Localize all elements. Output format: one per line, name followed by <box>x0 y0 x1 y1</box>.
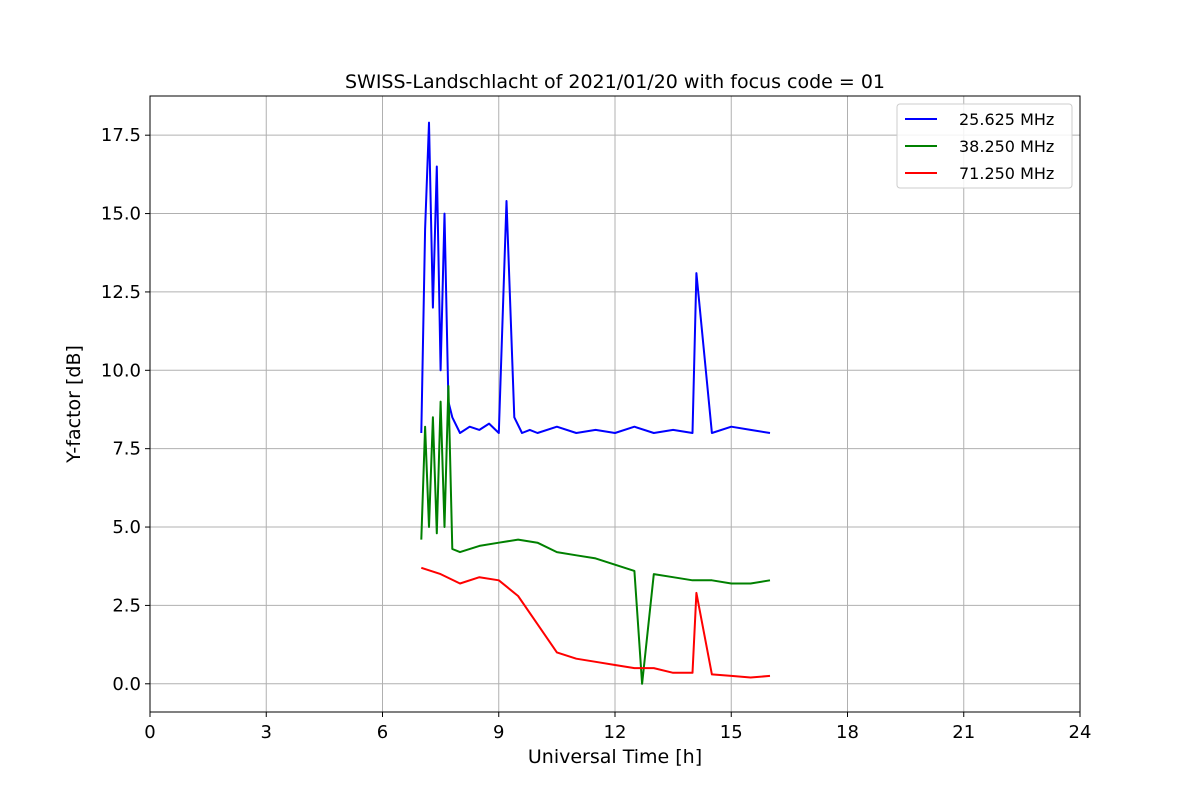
x-tick-label: 21 <box>952 722 975 743</box>
y-tick-label: 12.5 <box>101 282 141 303</box>
x-tick-label: 18 <box>836 722 859 743</box>
x-tick-label: 3 <box>261 722 272 743</box>
legend-label: 25.625 MHz <box>959 110 1054 129</box>
x-tick-label: 15 <box>720 722 743 743</box>
chart-title: SWISS-Landschlacht of 2021/01/20 with fo… <box>345 71 885 93</box>
x-tick-label: 6 <box>377 722 388 743</box>
y-tick-label: 5.0 <box>112 517 141 538</box>
legend: 25.625 MHz 38.250 MHz 71.250 MHz <box>896 103 1073 189</box>
series-line-3 <box>420 566 771 679</box>
y-tick-label: 15.0 <box>101 204 141 225</box>
legend-label: 71.250 MHz <box>959 164 1054 183</box>
legend-label: 38.250 MHz <box>959 137 1054 156</box>
y-tick-label: 7.5 <box>112 439 141 460</box>
series-line-2 <box>420 385 771 685</box>
ticks: 0 3 6 9 12 15 18 21 24 0.0 2.5 5.0 7.5 10.0 12.5 15.0 17… <box>101 125 1092 743</box>
y-tick-label: 2.5 <box>112 595 141 616</box>
x-tick-label: 12 <box>604 722 627 743</box>
x-tick-label: 24 <box>1069 722 1092 743</box>
y-tick-label: 0.0 <box>112 674 141 695</box>
y-tick-label: 10.0 <box>101 360 141 381</box>
y-axis-title: Y-factor [dB] <box>63 345 85 464</box>
series-line-1 <box>420 121 771 434</box>
y-tick-label: 17.5 <box>101 125 141 146</box>
x-tick-label: 0 <box>144 722 155 743</box>
series-layer <box>420 121 771 685</box>
legend-box <box>896 103 1073 189</box>
x-axis-title: Universal Time [h] <box>528 746 702 768</box>
x-tick-label: 9 <box>493 722 504 743</box>
